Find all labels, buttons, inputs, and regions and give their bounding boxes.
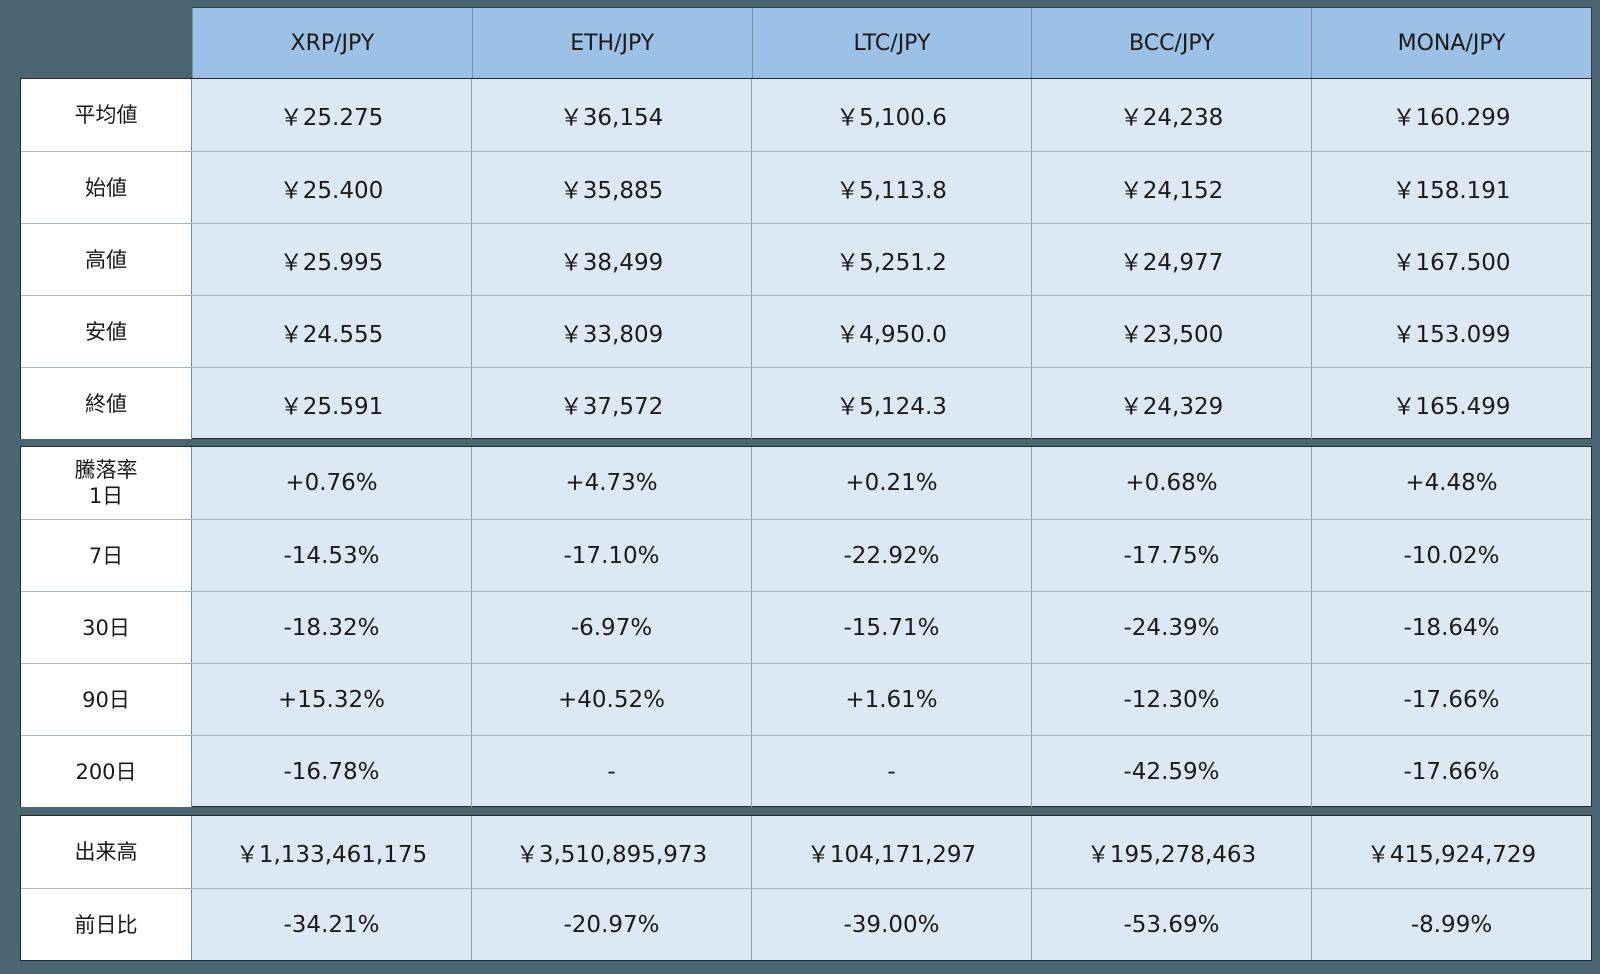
table-cell: - (752, 736, 1032, 807)
table-cell: -20.97% (472, 889, 752, 960)
column-header-bcc: BCC/JPY (1031, 8, 1311, 78)
table-cell: ￥33,809 (472, 296, 752, 367)
table-cell: -15.71% (752, 592, 1032, 663)
table-cell: -34.21% (192, 889, 472, 960)
price-section: 平均値 ￥25.275 ￥36,154 ￥5,100.6 ￥24,238 ￥16… (20, 78, 1592, 439)
table-cell: ￥158.191 (1392, 177, 1511, 204)
table-cell: ￥165.499 (1392, 393, 1511, 420)
table-row: 始値 ￥25.400 ￥35,885 ￥5,113.8 ￥24,152 ￥158… (21, 151, 1591, 223)
table-cell: -14.53% (192, 520, 472, 591)
change-rate-title: 騰落率 (74, 458, 138, 482)
column-header-mona: MONA/JPY (1311, 8, 1591, 78)
volume-section: 出来高 ￥1,133,461,175 ￥3,510,895,973 ￥104,1… (20, 815, 1592, 961)
table-cell: ￥25.400 (192, 152, 472, 223)
table-cell: ￥36,154 (472, 79, 752, 151)
table-cell: -39.00% (752, 889, 1032, 960)
table-cell: ￥5,113.8 (752, 152, 1032, 223)
period-label: 1日 (88, 484, 124, 508)
table-cell: ￥24,152 (1032, 152, 1312, 223)
table-cell: ￥24,977 (1032, 224, 1312, 295)
table-cell: +4.48% (1405, 470, 1498, 496)
table-cell: ￥167.500 (1392, 249, 1511, 276)
table-row: 出来高 ￥1,133,461,175 ￥3,510,895,973 ￥104,1… (21, 816, 1591, 888)
table-cell: -17.66% (1403, 758, 1500, 785)
row-label: 始値 (21, 152, 192, 223)
table-cell: -24.39% (1032, 592, 1312, 663)
table-row: 90日 +15.32% +40.52% +1.61% -12.30% -17.6… (21, 663, 1591, 735)
table-cell: ￥35,885 (472, 152, 752, 223)
row-label: 30日 (21, 592, 192, 663)
table-cell: -16.78% (192, 736, 472, 807)
table-cell: ￥153.099 (1392, 321, 1511, 348)
table-cell: ￥25.995 (192, 224, 472, 295)
table-cell: +15.32% (192, 664, 472, 735)
table-cell: +40.52% (472, 664, 752, 735)
row-label: 90日 (21, 664, 192, 735)
table-cell: ￥38,499 (472, 224, 752, 295)
row-label: 平均値 (21, 79, 192, 151)
table-cell: +0.21% (752, 447, 1032, 519)
column-header-ltc: LTC/JPY (751, 8, 1032, 78)
row-label: 騰落率 1日 (21, 447, 192, 519)
row-label: 200日 (21, 736, 192, 807)
table-row: 安値 ￥24.555 ￥33,809 ￥4,950.0 ￥23,500 ￥153… (21, 295, 1591, 367)
table-cell: -53.69% (1032, 889, 1312, 960)
table-cell: -8.99% (1410, 911, 1493, 938)
table-row: 騰落率 1日 +0.76% +4.73% +0.21% +0.68% +4.48… (21, 447, 1591, 519)
table-cell: -22.92% (752, 520, 1032, 591)
table-cell: ￥5,100.6 (752, 79, 1032, 151)
table-row: 30日 -18.32% -6.97% -15.71% -24.39% -18.6… (21, 591, 1591, 663)
row-label: 7日 (21, 520, 192, 591)
table-row: 終値 ￥25.591 ￥37,572 ￥5,124.3 ￥24,329 ￥165… (21, 367, 1591, 439)
table-row: 7日 -14.53% -17.10% -22.92% -17.75% -10.0… (21, 519, 1591, 591)
change-rate-section: 騰落率 1日 +0.76% +4.73% +0.21% +0.68% +4.48… (20, 446, 1592, 807)
table-cell: ￥24.555 (192, 296, 472, 367)
table-cell: ￥4,950.0 (752, 296, 1032, 367)
table-cell: -6.97% (472, 592, 752, 663)
table-cell: -42.59% (1032, 736, 1312, 807)
row-label: 出来高 (21, 816, 192, 888)
table-row: 前日比 -34.21% -20.97% -39.00% -53.69% -8.9… (21, 888, 1591, 960)
table-cell: +4.73% (472, 447, 752, 519)
table-cell: ￥24,329 (1032, 368, 1312, 439)
table-cell: ￥3,510,895,973 (472, 816, 752, 888)
table-cell: - (472, 736, 752, 807)
table-cell: ￥25.275 (192, 79, 472, 151)
table-cell: -17.10% (472, 520, 752, 591)
table-cell: -18.64% (1403, 614, 1500, 641)
column-header-row: XRP/JPY ETH/JPY LTC/JPY BCC/JPY MONA/JPY (192, 7, 1592, 78)
table-row: 平均値 ￥25.275 ￥36,154 ￥5,100.6 ￥24,238 ￥16… (21, 79, 1591, 151)
table-cell: -10.02% (1403, 542, 1500, 569)
row-label: 安値 (21, 296, 192, 367)
table-cell: ￥37,572 (472, 368, 752, 439)
row-label: 前日比 (21, 889, 192, 960)
table-cell: ￥160.299 (1392, 105, 1511, 131)
row-label: 高値 (21, 224, 192, 295)
table-cell: +0.76% (192, 447, 472, 519)
table-cell: ￥23,500 (1032, 296, 1312, 367)
column-header-xrp: XRP/JPY (192, 8, 472, 78)
table-cell: ￥25.591 (192, 368, 472, 439)
table-row: 高値 ￥25.995 ￥38,499 ￥5,251.2 ￥24,977 ￥167… (21, 223, 1591, 295)
table-cell: +0.68% (1032, 447, 1312, 519)
table-cell: ￥5,251.2 (752, 224, 1032, 295)
table-cell: ￥5,124.3 (752, 368, 1032, 439)
table-cell: ￥415,924,729 (1366, 842, 1537, 868)
table-cell: ￥24,238 (1032, 79, 1312, 151)
table-cell: -17.75% (1032, 520, 1312, 591)
table-cell: ￥195,278,463 (1032, 816, 1312, 888)
table-cell: ￥104,171,297 (752, 816, 1032, 888)
column-header-eth: ETH/JPY (471, 8, 752, 78)
table-cell: +1.61% (752, 664, 1032, 735)
row-label: 終値 (21, 368, 192, 439)
table-cell: -17.66% (1403, 686, 1500, 713)
table-cell: -18.32% (192, 592, 472, 663)
table-cell: -12.30% (1032, 664, 1312, 735)
table-row: 200日 -16.78% - - -42.59% -17.66% (21, 735, 1591, 807)
table-cell: ￥1,133,461,175 (192, 816, 472, 888)
